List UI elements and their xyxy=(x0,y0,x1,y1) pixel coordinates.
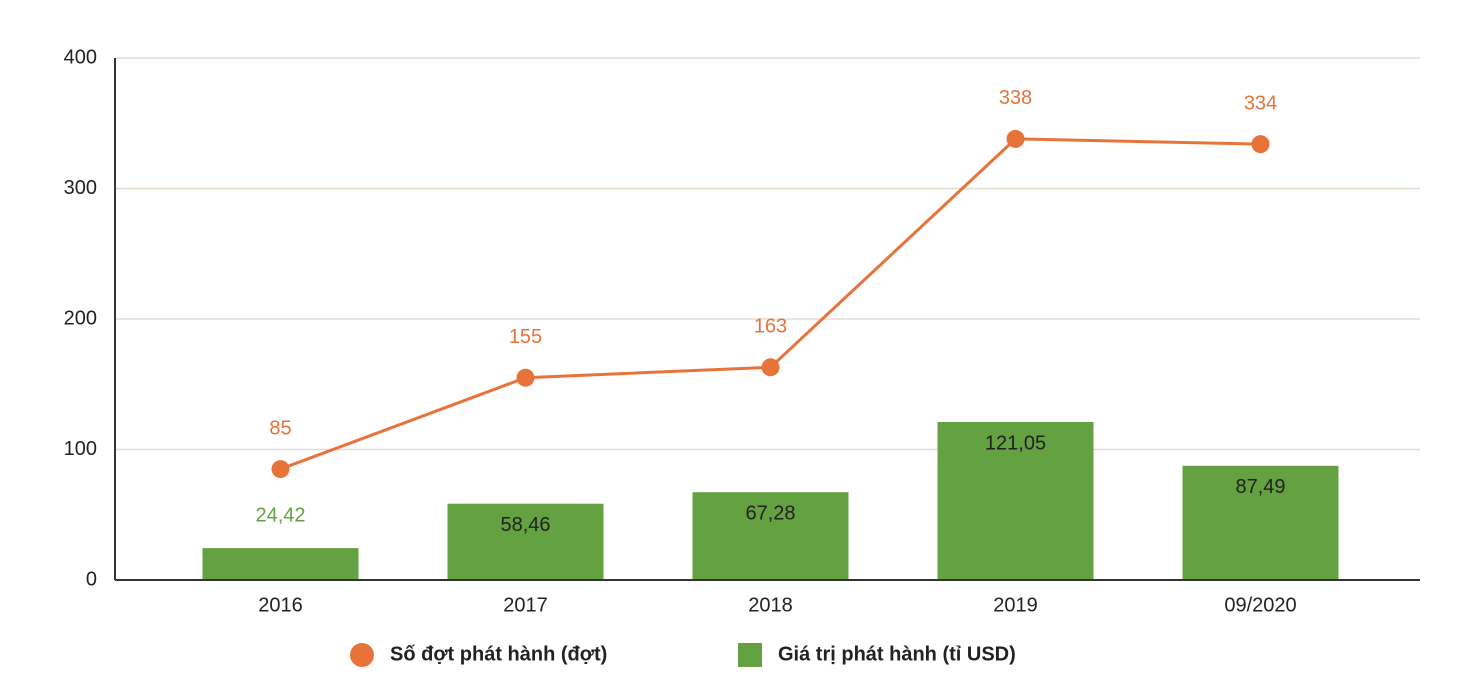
line-value-label: 338 xyxy=(999,87,1032,109)
legend-label: Giá trị phát hành (tỉ USD) xyxy=(778,643,1016,665)
bar xyxy=(937,422,1094,580)
line-value-label: 85 xyxy=(269,417,291,439)
bar-value-label: 121,05 xyxy=(985,432,1046,454)
bar xyxy=(202,548,359,580)
y-tick-label: 100 xyxy=(64,438,97,460)
legend-label: Số đợt phát hành (đợt) xyxy=(390,643,607,665)
line-point xyxy=(1006,129,1025,148)
line-point xyxy=(1251,135,1270,154)
line-value-label: 163 xyxy=(754,316,787,338)
line-point xyxy=(271,460,290,479)
bar xyxy=(692,492,849,580)
bar xyxy=(447,503,604,580)
x-tick-label: 2016 xyxy=(258,594,303,616)
bar-value-label: 67,28 xyxy=(745,502,795,524)
line-value-label: 155 xyxy=(509,326,542,348)
x-tick-label: 2017 xyxy=(503,594,548,616)
y-tick-label: 300 xyxy=(64,177,97,199)
x-tick-label: 09/2020 xyxy=(1224,594,1296,616)
y-tick-label: 200 xyxy=(64,307,97,329)
line-point xyxy=(516,368,535,387)
y-tick-label: 400 xyxy=(64,46,97,68)
y-tick-label: 0 xyxy=(86,568,97,590)
x-tick-label: 2018 xyxy=(748,594,793,616)
legend-marker xyxy=(738,643,762,667)
bar xyxy=(1182,465,1339,580)
line-point xyxy=(761,358,780,377)
bar-value-label: 87,49 xyxy=(1235,476,1285,498)
legend-marker xyxy=(350,643,374,667)
x-tick-label: 2019 xyxy=(993,594,1038,616)
bar-value-label: 58,46 xyxy=(500,514,550,536)
bar-value-label: 24,42 xyxy=(255,504,305,526)
line-value-label: 334 xyxy=(1244,92,1277,114)
